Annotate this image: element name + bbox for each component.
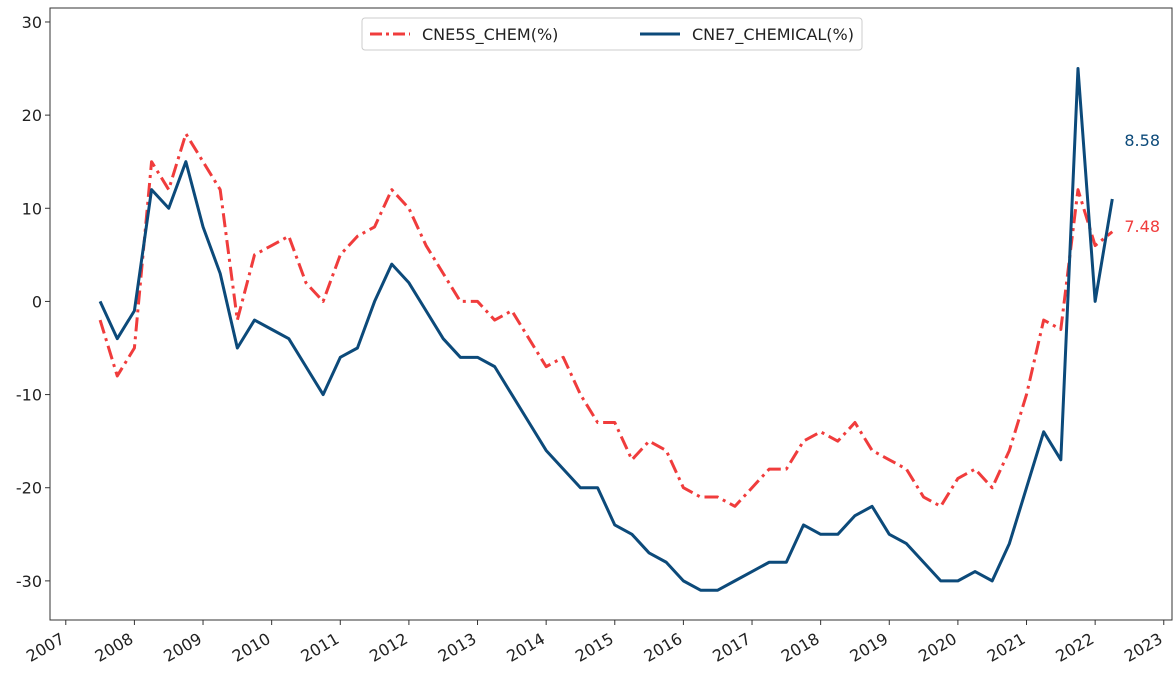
x-tick-label: 2016 — [641, 629, 686, 666]
plot-frame — [49, 7, 1173, 621]
legend: CNE5S_CHEM(%) CNE7_CHEMICAL(%) — [361, 17, 863, 51]
y-tick-label: -20 — [16, 479, 42, 498]
y-tick-label: 30 — [22, 13, 42, 32]
x-tick-label: 2023 — [1121, 629, 1166, 666]
x-tick-label: 2013 — [435, 629, 480, 666]
x-tick-label: 2008 — [92, 629, 137, 666]
series-line — [98, 67, 1114, 592]
x-tick-label: 2011 — [298, 629, 343, 666]
x-tick-label: 2015 — [572, 629, 617, 666]
x-tick-label: 2021 — [984, 629, 1029, 666]
y-tick-label: -30 — [16, 572, 42, 591]
x-tick-label: 2012 — [366, 629, 411, 666]
x-tick-label: 2007 — [23, 629, 68, 666]
y-tick-label: -10 — [16, 386, 42, 405]
x-tick-label: 2017 — [709, 629, 754, 666]
x-tick-label: 2019 — [847, 629, 892, 666]
series-line — [98, 132, 1114, 508]
legend-frame — [361, 17, 863, 51]
end-value-label: 8.58 — [1124, 131, 1160, 150]
y-tick-label: 0 — [32, 292, 42, 311]
x-tick-label: 2009 — [160, 629, 205, 666]
x-tick-label: 2022 — [1052, 629, 1097, 666]
x-tick-label: 2014 — [503, 629, 548, 666]
x-tick-label: 2010 — [229, 629, 274, 666]
legend-label: CNE5S_CHEM(%) — [422, 25, 558, 45]
legend-label: CNE7_CHEMICAL(%) — [692, 25, 854, 45]
y-tick-label: 10 — [22, 199, 42, 218]
end-value-label: 7.48 — [1124, 217, 1160, 236]
y-tick-label: 20 — [22, 106, 42, 125]
x-tick-label: 2018 — [778, 629, 823, 666]
x-tick-label: 2020 — [915, 629, 960, 666]
